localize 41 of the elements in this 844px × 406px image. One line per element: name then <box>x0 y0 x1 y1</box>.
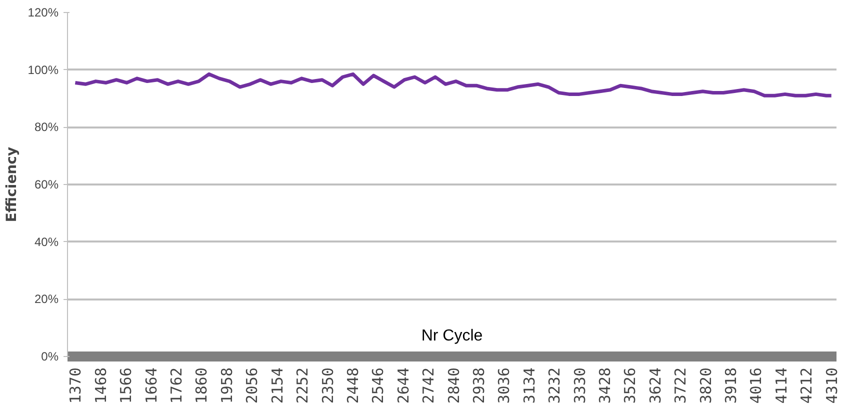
y-tick-label: 80% <box>34 120 59 134</box>
line-series <box>73 72 834 98</box>
x-tick-label: 1860 <box>192 368 211 404</box>
x-axis-title: Nr Cycle <box>421 328 483 344</box>
x-tick-label: 3232 <box>546 368 564 404</box>
x-tick-label: 4310 <box>822 368 841 404</box>
x-tick-label: 2252 <box>294 368 312 404</box>
x-tick-label: 3722 <box>672 368 690 404</box>
x-tick-label: 3036 <box>495 368 514 404</box>
x-tick-label: 2644 <box>394 368 412 404</box>
x-tick-label: 3820 <box>696 368 715 404</box>
x-tick-label: 3526 <box>621 368 640 404</box>
x-tick-label: 1664 <box>142 368 160 404</box>
x-tick-label: 2154 <box>268 368 286 404</box>
y-tick-label: 0% <box>41 350 59 364</box>
x-tick-label: 2742 <box>420 368 438 404</box>
x-tick-label: 1370 <box>66 368 85 404</box>
y-tick-label: 100% <box>28 62 59 77</box>
x-tick-label: 4114 <box>772 368 790 404</box>
x-tick-label: 2350 <box>318 368 337 404</box>
x-tick-label: 4016 <box>747 368 766 404</box>
x-tick-label: 3624 <box>646 368 664 404</box>
x-tick-label: 3330 <box>570 368 589 404</box>
y-tick-label: 40% <box>34 234 59 249</box>
x-tick-label: 1468 <box>92 368 110 404</box>
y-tick-label: 20% <box>34 292 59 306</box>
x-tick-label: 2056 <box>243 368 262 404</box>
x-tick-label: 2938 <box>470 368 488 404</box>
y-axis-title: Efficiency <box>4 146 20 222</box>
x-tick-label: 1762 <box>168 368 186 404</box>
x-tick-label: 3428 <box>596 368 614 404</box>
x-tick-label: 1958 <box>218 368 236 404</box>
x-tick-label: 2448 <box>344 368 362 404</box>
x-tick-label: 2546 <box>369 368 388 404</box>
x-tick-label: 1566 <box>117 368 136 404</box>
x-tick-label: 4212 <box>798 368 816 404</box>
x-tick-label: 2840 <box>444 368 463 404</box>
y-tick-label: 120% <box>28 6 59 20</box>
x-tick-label: 3134 <box>520 368 538 404</box>
x-tick-label: 3918 <box>722 368 740 404</box>
y-tick-label: 60% <box>34 178 59 192</box>
